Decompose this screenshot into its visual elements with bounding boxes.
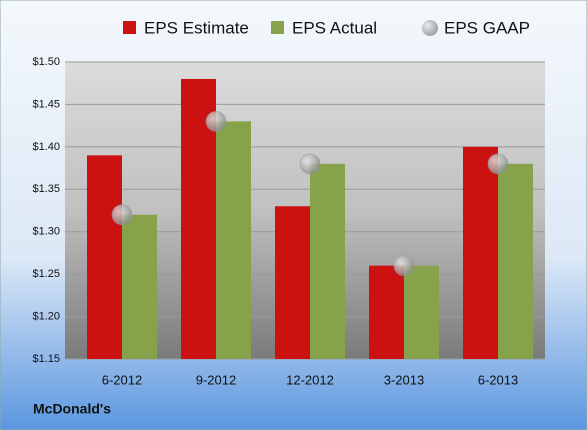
y-tick-label: $1.25 xyxy=(32,268,60,280)
bar xyxy=(369,265,404,359)
bar xyxy=(87,155,122,359)
y-tick-label: $1.50 xyxy=(32,56,60,68)
legend-swatch xyxy=(123,21,136,34)
x-tick-label: 9-2012 xyxy=(196,372,236,387)
footer: McDonald's xyxy=(33,401,111,417)
legend-label: EPS Estimate xyxy=(144,18,249,37)
bar xyxy=(404,265,439,359)
point xyxy=(393,255,415,277)
bar xyxy=(122,214,157,359)
legend-label: EPS Actual xyxy=(292,18,377,37)
y-tick-label: $1.45 xyxy=(32,98,60,110)
bar xyxy=(463,146,498,359)
point xyxy=(299,153,321,175)
x-tick-label: 6-2012 xyxy=(102,372,142,387)
x-tick-label: 3-2013 xyxy=(384,372,424,387)
y-tick-label: $1.30 xyxy=(32,226,60,238)
legend-label: EPS GAAP xyxy=(444,18,530,37)
bar xyxy=(498,163,533,359)
point xyxy=(205,110,227,132)
bar xyxy=(216,121,251,360)
point xyxy=(487,153,509,175)
bar xyxy=(275,206,310,359)
legend-swatch xyxy=(271,21,284,34)
x-tick-label: 6-2013 xyxy=(478,372,518,387)
y-tick-label: $1.15 xyxy=(32,353,60,365)
y-tick-label: $1.20 xyxy=(32,310,60,322)
x-tick-label: 12-2012 xyxy=(286,372,334,387)
y-tick-label: $1.40 xyxy=(32,141,60,153)
legend-swatch xyxy=(422,20,438,36)
y-tick-label: $1.35 xyxy=(32,183,60,195)
bar xyxy=(310,163,345,359)
point xyxy=(111,204,133,226)
